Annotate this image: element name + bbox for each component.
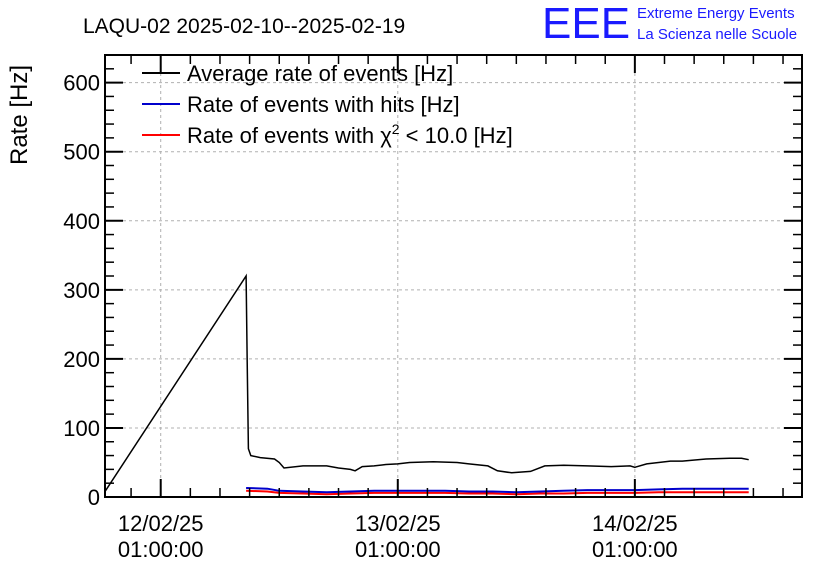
y-tick-label: 600 [63,71,100,96]
x-tick-label-date: 12/02/25 [118,511,204,536]
y-tick-label: 0 [88,485,100,510]
logo-line-1: Extreme Energy Events [637,5,795,22]
chart-title: LAQU-02 2025-02-10--2025-02-19 [83,15,405,38]
series-layer [105,273,749,496]
legend: Average rate of events [Hz] Rate of event… [142,61,513,148]
y-tick-label: 300 [63,278,100,303]
series-line [246,489,749,496]
x-tick-label-time: 01:00:00 [118,537,204,562]
legend-label: Rate of events with hits [Hz] [187,92,460,117]
logo-line-2: La Scienza nelle Scuole [637,26,797,43]
logo-mark: EEE [542,0,630,48]
y-tick-label: 100 [63,416,100,441]
y-tick-label: 200 [63,347,100,372]
plot-frame [104,54,803,498]
y-axis: 0 100 200 300 400 500 600 [63,54,802,510]
x-tick-label-date: 13/02/25 [355,511,441,536]
x-tick-label-date: 14/02/25 [592,511,678,536]
y-tick-label: 400 [63,209,100,234]
eee-logo: EEE Extreme Energy Events La Scienza nel… [542,0,797,48]
legend-label: Rate of events with χ2 < 10.0 [Hz] [187,121,513,148]
y-tick-label: 500 [63,140,100,165]
x-tick-label-time: 01:00:00 [592,537,678,562]
series-line [105,273,749,493]
series-line [246,487,749,494]
y-axis-title: Rate [Hz] [6,65,33,165]
legend-label: Average rate of events [Hz] [187,61,453,86]
grid [105,55,802,497]
x-axis: 12/02/2501:00:0013/02/2501:00:0014/02/25… [118,55,784,562]
x-tick-label-time: 01:00:00 [355,537,441,562]
